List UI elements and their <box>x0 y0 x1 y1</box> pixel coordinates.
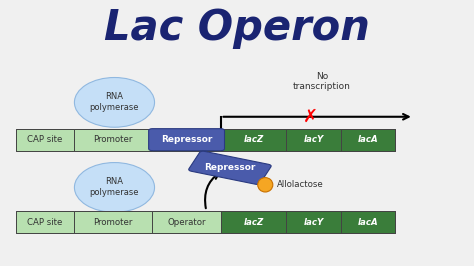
Text: RNA
polymerase: RNA polymerase <box>90 92 139 113</box>
Text: Operator: Operator <box>167 135 206 144</box>
FancyBboxPatch shape <box>152 211 220 233</box>
Text: Allolactose: Allolactose <box>277 180 324 189</box>
Text: lacA: lacA <box>357 218 378 227</box>
Ellipse shape <box>74 77 155 127</box>
Text: Promoter: Promoter <box>94 218 133 227</box>
Text: lacA: lacA <box>357 135 378 144</box>
FancyBboxPatch shape <box>341 211 395 233</box>
FancyBboxPatch shape <box>149 129 225 151</box>
Text: Repressor: Repressor <box>161 135 212 144</box>
FancyBboxPatch shape <box>286 128 341 151</box>
Text: CAP site: CAP site <box>27 135 63 144</box>
FancyBboxPatch shape <box>220 211 286 233</box>
Text: Operator: Operator <box>167 218 206 227</box>
FancyBboxPatch shape <box>341 128 395 151</box>
FancyBboxPatch shape <box>74 211 152 233</box>
Text: lacY: lacY <box>303 135 324 144</box>
Text: Repressor: Repressor <box>204 163 255 172</box>
Text: lacY: lacY <box>303 218 324 227</box>
Text: RNA
polymerase: RNA polymerase <box>90 177 139 197</box>
FancyBboxPatch shape <box>220 128 286 151</box>
FancyBboxPatch shape <box>16 128 395 151</box>
Text: Promoter: Promoter <box>94 135 133 144</box>
FancyBboxPatch shape <box>189 151 271 184</box>
Ellipse shape <box>74 163 155 212</box>
Text: lacZ: lacZ <box>243 135 264 144</box>
Text: lacZ: lacZ <box>243 218 264 227</box>
FancyBboxPatch shape <box>16 128 74 151</box>
Text: CAP site: CAP site <box>27 218 63 227</box>
Ellipse shape <box>258 178 273 192</box>
FancyBboxPatch shape <box>16 211 395 233</box>
Text: No
transcription: No transcription <box>293 72 351 91</box>
FancyBboxPatch shape <box>286 211 341 233</box>
Text: ✗: ✗ <box>302 108 318 126</box>
FancyBboxPatch shape <box>152 128 220 151</box>
Text: Lac Operon: Lac Operon <box>104 7 370 49</box>
FancyBboxPatch shape <box>16 211 74 233</box>
FancyBboxPatch shape <box>74 128 152 151</box>
